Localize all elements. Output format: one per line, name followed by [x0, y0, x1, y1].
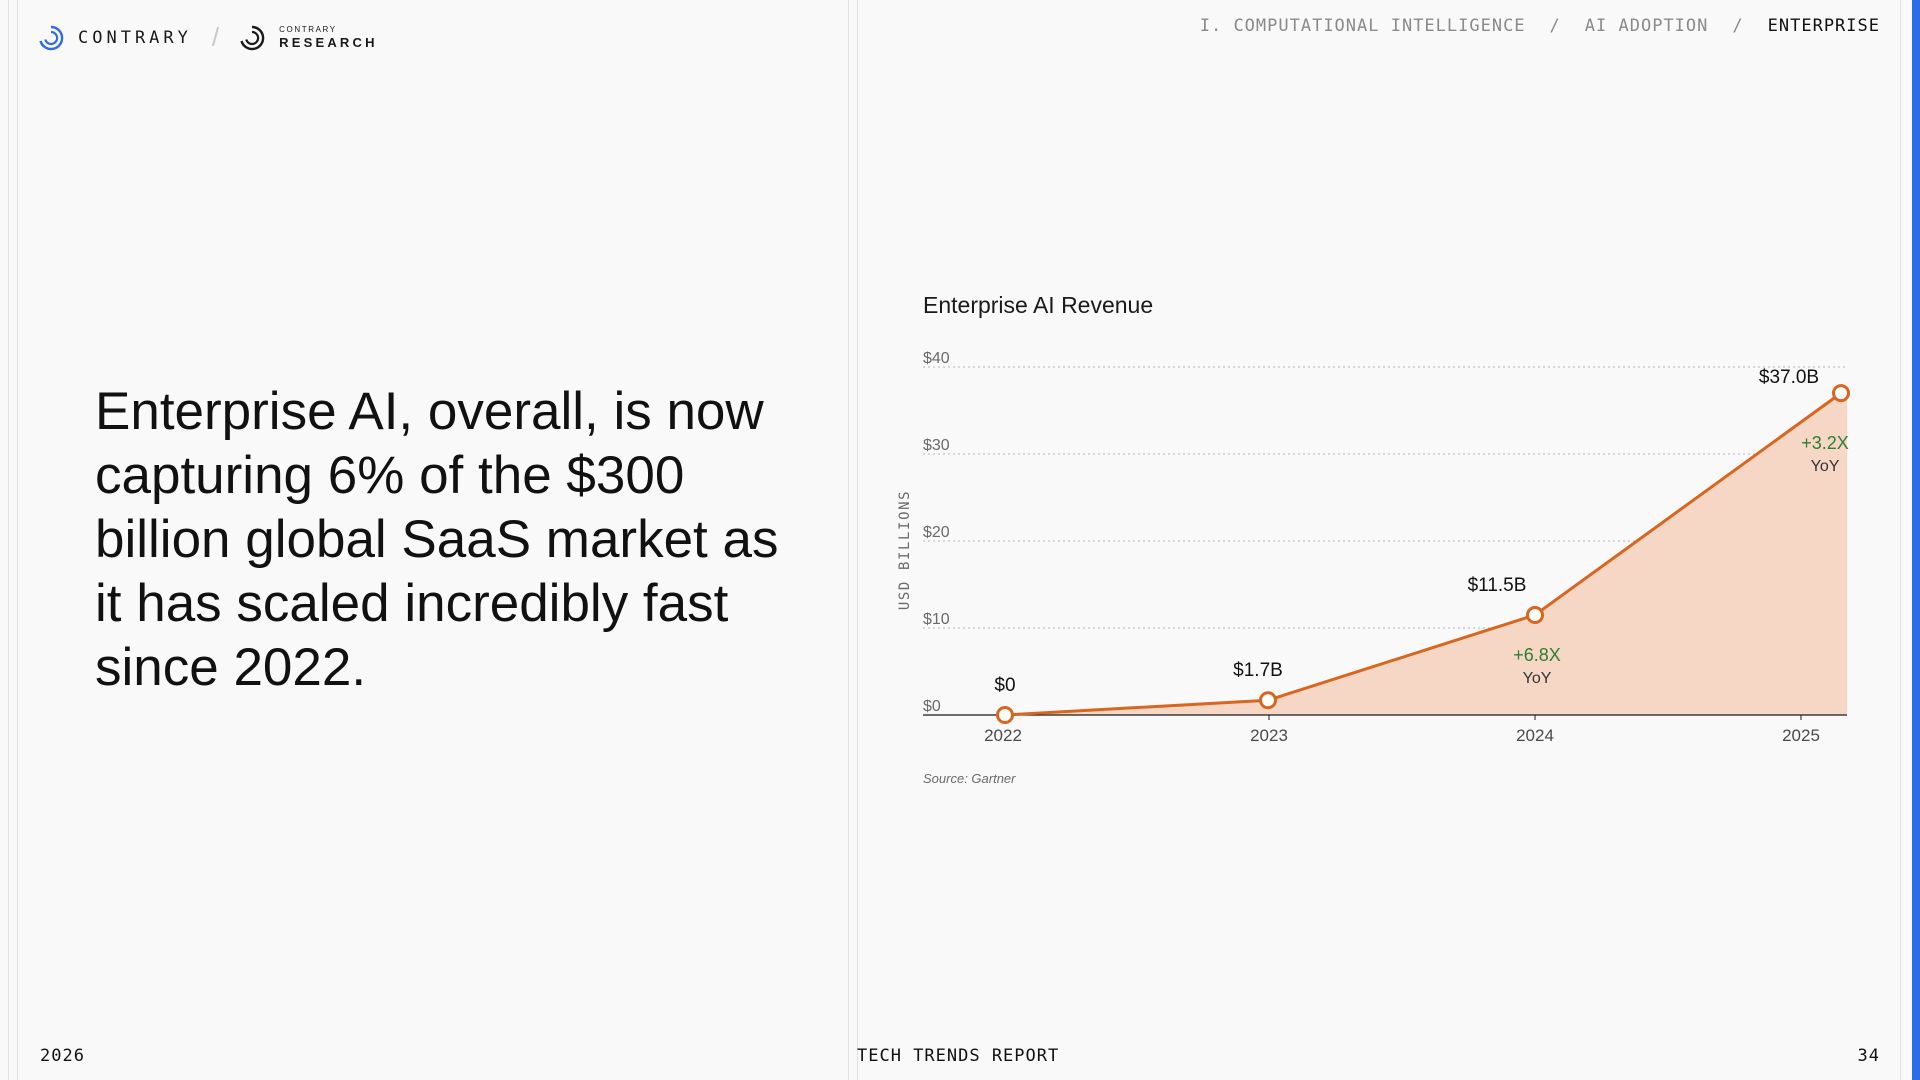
chart-title: Enterprise AI Revenue [923, 292, 1153, 318]
chart-source: Source: Gartner [923, 771, 1016, 786]
data-point [1526, 605, 1544, 624]
contrary-logo-icon [39, 25, 64, 50]
footer-report: TECH TRENDS REPORT [857, 1046, 1060, 1066]
data-point [1832, 384, 1850, 403]
chart-svg: Enterprise AI Revenue USD BILLIONS $0 $10… [897, 292, 1850, 786]
x-tick-label: 2022 [984, 726, 1022, 745]
breadcrumb-level3[interactable]: ENTERPRISE [1767, 16, 1880, 36]
left-border-line-2 [17, 0, 18, 1080]
area-fill [1005, 393, 1847, 715]
research-wordmark-big: RESEARCH [279, 35, 378, 50]
breadcrumb-level2[interactable]: AI ADOPTION [1584, 16, 1709, 36]
data-point [996, 706, 1014, 724]
x-tick-label: 2023 [1250, 726, 1288, 745]
footer-page: 34 [1857, 1046, 1880, 1066]
left-border-line [8, 0, 9, 1080]
y-tick-label: $0 [923, 698, 941, 715]
growth-unit-label: YoY [1811, 458, 1840, 475]
center-divider-2 [857, 0, 858, 1080]
y-tick-label: $20 [923, 524, 950, 541]
headline: Enterprise AI, overall, is now capturing… [95, 382, 779, 697]
breadcrumb-separator-2: / [1732, 16, 1744, 36]
data-label: $1.7B [1233, 660, 1283, 681]
breadcrumb-level1[interactable]: I. COMPUTATIONAL INTELLIGENCE [1199, 16, 1526, 36]
right-border-line [1900, 0, 1901, 1080]
brand-name: CONTRARY [78, 27, 192, 48]
footer-year: 2026 [40, 1046, 85, 1066]
growth-label: +6.8X [1513, 645, 1561, 665]
brand-logo[interactable]: CONTRARY / CONTRARY RESEARCH [38, 22, 378, 53]
growth-label: +3.2X [1801, 433, 1849, 453]
data-label: $11.5B [1468, 575, 1527, 596]
breadcrumb: I. COMPUTATIONAL INTELLIGENCE / AI ADOPT… [1200, 16, 1880, 36]
right-accent-bar [1912, 0, 1920, 1080]
growth-unit-label: YoY [1523, 670, 1552, 687]
series-line [1004, 391, 1842, 717]
research-wordmark-small: CONTRARY [279, 25, 337, 34]
y-tick-label: $40 [923, 350, 950, 367]
data-label: $37.0B [1759, 367, 1819, 388]
x-tick-label: 2024 [1516, 726, 1554, 745]
research-wordmark: CONTRARY RESEARCH [279, 25, 378, 50]
y-tick-label: $10 [923, 611, 950, 628]
y-axis-label: USD BILLIONS [897, 490, 913, 610]
data-label: $0 [994, 675, 1015, 696]
y-tick-label: $30 [923, 437, 950, 454]
brand-separator: / [211, 22, 220, 52]
x-tick-label: 2025 [1782, 726, 1820, 745]
breadcrumb-separator-1: / [1549, 16, 1561, 36]
revenue-chart: Enterprise AI Revenue USD BILLIONS $0 $10… [880, 280, 1880, 800]
research-logo-icon [240, 25, 265, 50]
center-divider [848, 0, 849, 1080]
data-point [1259, 691, 1277, 710]
